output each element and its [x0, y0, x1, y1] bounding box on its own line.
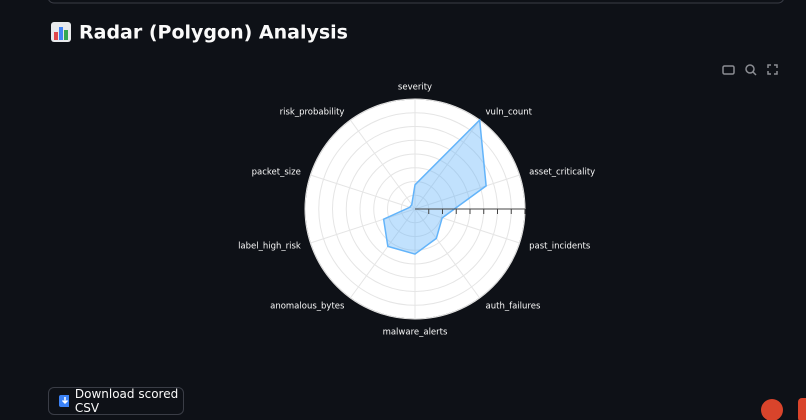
spoke: [310, 174, 416, 210]
chart-title: Radar (Polygon) Analysis: [79, 22, 348, 44]
axis-label: malware_alerts: [383, 328, 448, 338]
spoke: [414, 174, 520, 210]
spoke: [414, 208, 481, 299]
radar-area: [382, 118, 487, 255]
button-label: Download scored CSV: [74, 387, 179, 415]
axis-label: auth_failures: [486, 302, 541, 312]
axis-label: past_incidents: [529, 242, 591, 252]
camera-icon[interactable]: [722, 65, 735, 75]
axis-label: label_high_risk: [238, 242, 301, 252]
download-button[interactable]: Download scored CSV: [48, 387, 184, 415]
axis-label: anomalous_bytes: [270, 302, 345, 312]
axis-label: packet_size: [252, 167, 301, 177]
fullscreen-icon[interactable]: [767, 64, 778, 75]
avatar: [761, 399, 783, 420]
spoke: [349, 208, 416, 299]
zoom-icon[interactable]: [745, 64, 755, 74]
spoke: [310, 208, 416, 244]
spoke: [414, 119, 481, 210]
spoke: [414, 208, 520, 244]
axis-label: risk_probability: [280, 107, 345, 117]
container-edge: [48, 0, 784, 4]
spoke: [349, 119, 416, 210]
title-icon: [51, 22, 71, 42]
axis-label: severity: [398, 83, 432, 93]
download-icon: [59, 395, 69, 407]
axis-label: asset_criticality: [529, 167, 595, 177]
status-badge: [798, 398, 806, 420]
toolbar[interactable]: [722, 64, 778, 76]
axis-label: vuln_count: [486, 107, 533, 117]
